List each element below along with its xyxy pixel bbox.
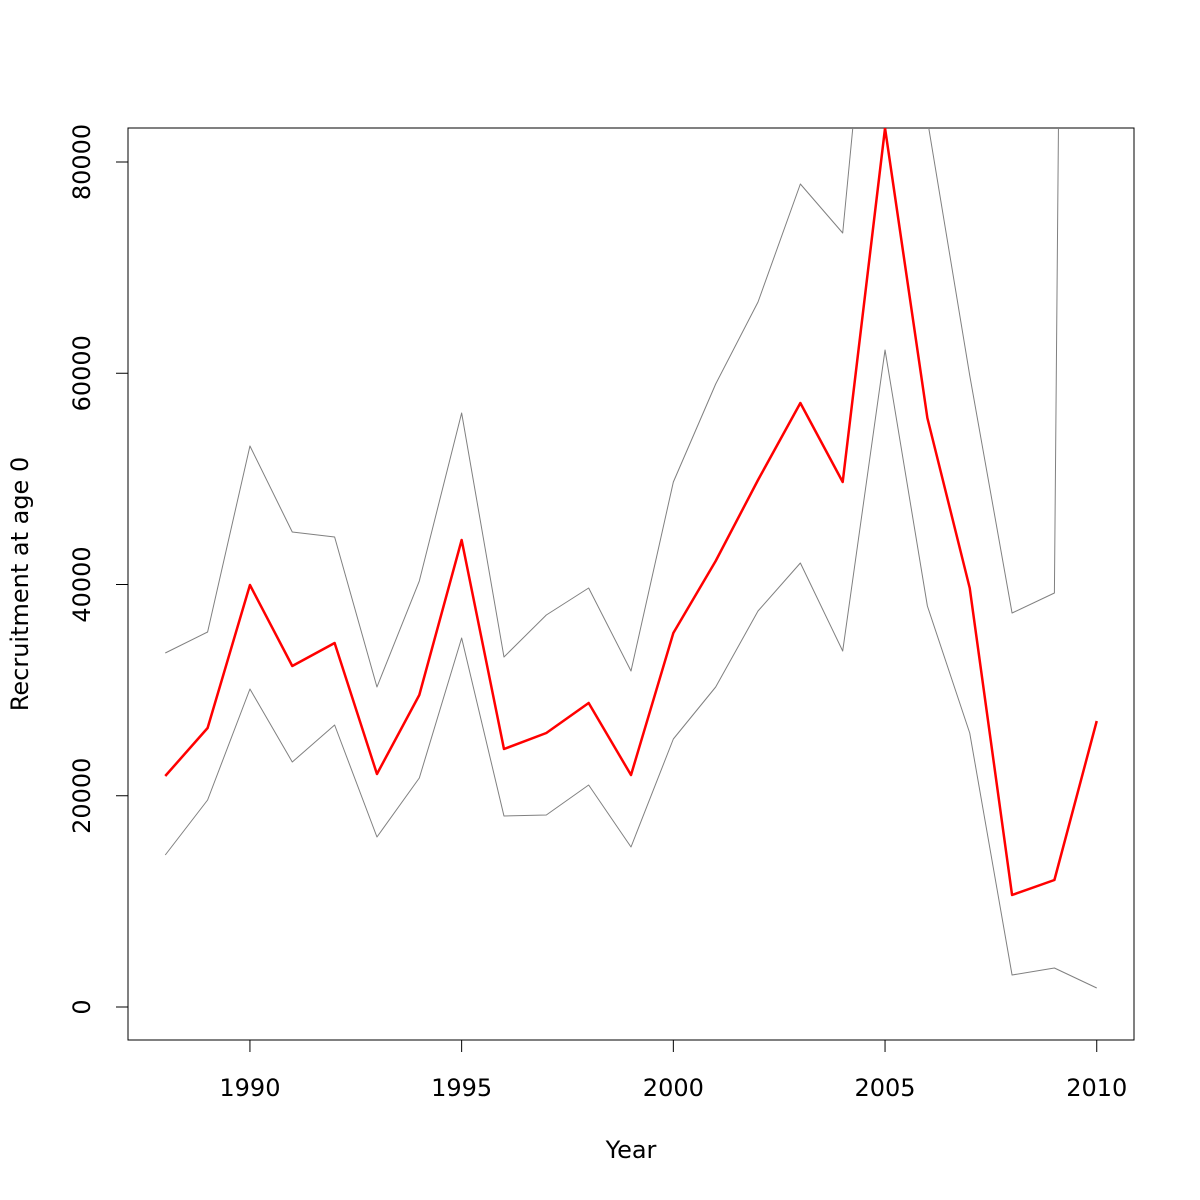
series-line xyxy=(164,349,1097,989)
series-line xyxy=(164,128,1098,897)
y-tick-label: 60000 xyxy=(68,335,96,411)
plot-lines xyxy=(164,128,1098,989)
y-tick-label: 20000 xyxy=(68,758,96,834)
y-tick-label: 40000 xyxy=(68,546,96,622)
y-axis-label: Recruitment at age 0 xyxy=(6,457,34,711)
x-tick-label: 2010 xyxy=(1066,1074,1127,1102)
x-tick-label: 1995 xyxy=(431,1074,492,1102)
x-tick-label: 2005 xyxy=(855,1074,916,1102)
y-tick-label: 80000 xyxy=(68,124,96,200)
x-tick-label: 2000 xyxy=(643,1074,704,1102)
x-axis-label: Year xyxy=(605,1136,657,1164)
plot-frame xyxy=(127,127,1135,1041)
y-tick-label: 0 xyxy=(68,999,96,1014)
x-tick-label: 1990 xyxy=(219,1074,280,1102)
series-line xyxy=(165,128,1059,688)
